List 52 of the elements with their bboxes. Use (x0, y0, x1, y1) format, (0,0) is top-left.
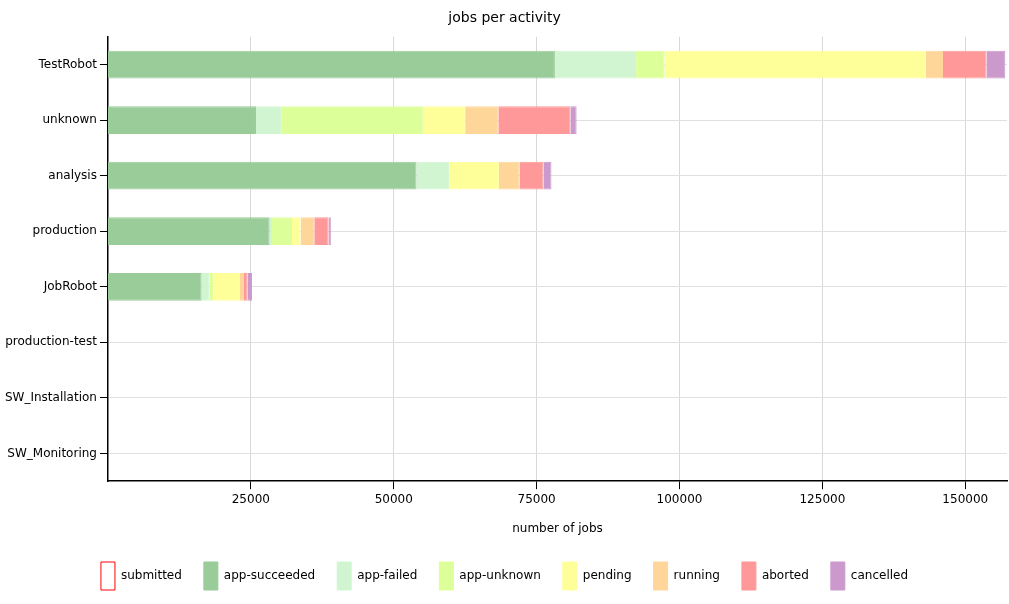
bar (449, 161, 499, 190)
bar (554, 50, 637, 79)
x-tick-label: 100000 (656, 491, 703, 506)
bar (107, 50, 555, 79)
bar (465, 106, 499, 135)
legend-label: app-failed (357, 568, 418, 583)
bar (107, 161, 417, 190)
legend-label: submitted (120, 568, 182, 583)
bar (271, 217, 292, 246)
bar (636, 50, 665, 79)
bar (300, 217, 315, 246)
legend-label: aborted (761, 568, 809, 583)
bar (942, 50, 987, 79)
x-tick-label: 25000 (231, 491, 270, 506)
bar (201, 272, 210, 301)
chart-title: jobs per activity (447, 9, 561, 26)
x-axis-title: number of jobs (512, 520, 603, 535)
bar (422, 106, 466, 135)
y-tick-label: analysis (48, 167, 97, 182)
bar (498, 106, 571, 135)
y-tick-label: SW_Installation (4, 390, 97, 404)
legend-label: pending (582, 568, 632, 583)
bar (255, 106, 282, 135)
x-tick-label: 125000 (799, 491, 846, 506)
y-tick-label: JobRobot (42, 278, 98, 293)
bar (107, 106, 256, 135)
bar (291, 217, 301, 246)
bar (314, 217, 329, 246)
bar (281, 106, 423, 135)
bar (519, 161, 544, 190)
y-tick-label: TestRobot (37, 56, 98, 71)
bar (664, 50, 926, 79)
bar (416, 161, 450, 190)
bar (213, 272, 240, 301)
y-tick-label: production-test (5, 334, 98, 349)
y-tick-label: SW_Monitoring (7, 445, 97, 460)
bar (107, 272, 202, 301)
x-tick-label: 50000 (374, 491, 413, 506)
bar (570, 106, 577, 135)
legend-label: app-succeeded (223, 568, 316, 583)
bar (239, 272, 244, 301)
legend-label: app-unknown (459, 568, 541, 583)
bar (986, 50, 1006, 79)
bar (498, 161, 520, 190)
bar (107, 217, 270, 246)
legend-label: cancelled (850, 568, 909, 583)
legend-label: running (673, 568, 720, 583)
y-tick-label: production (32, 223, 97, 238)
x-tick-label: 150000 (942, 491, 989, 506)
x-tick-label: 75000 (517, 491, 556, 506)
bar (925, 50, 943, 79)
y-tick-label: unknown (42, 112, 97, 127)
